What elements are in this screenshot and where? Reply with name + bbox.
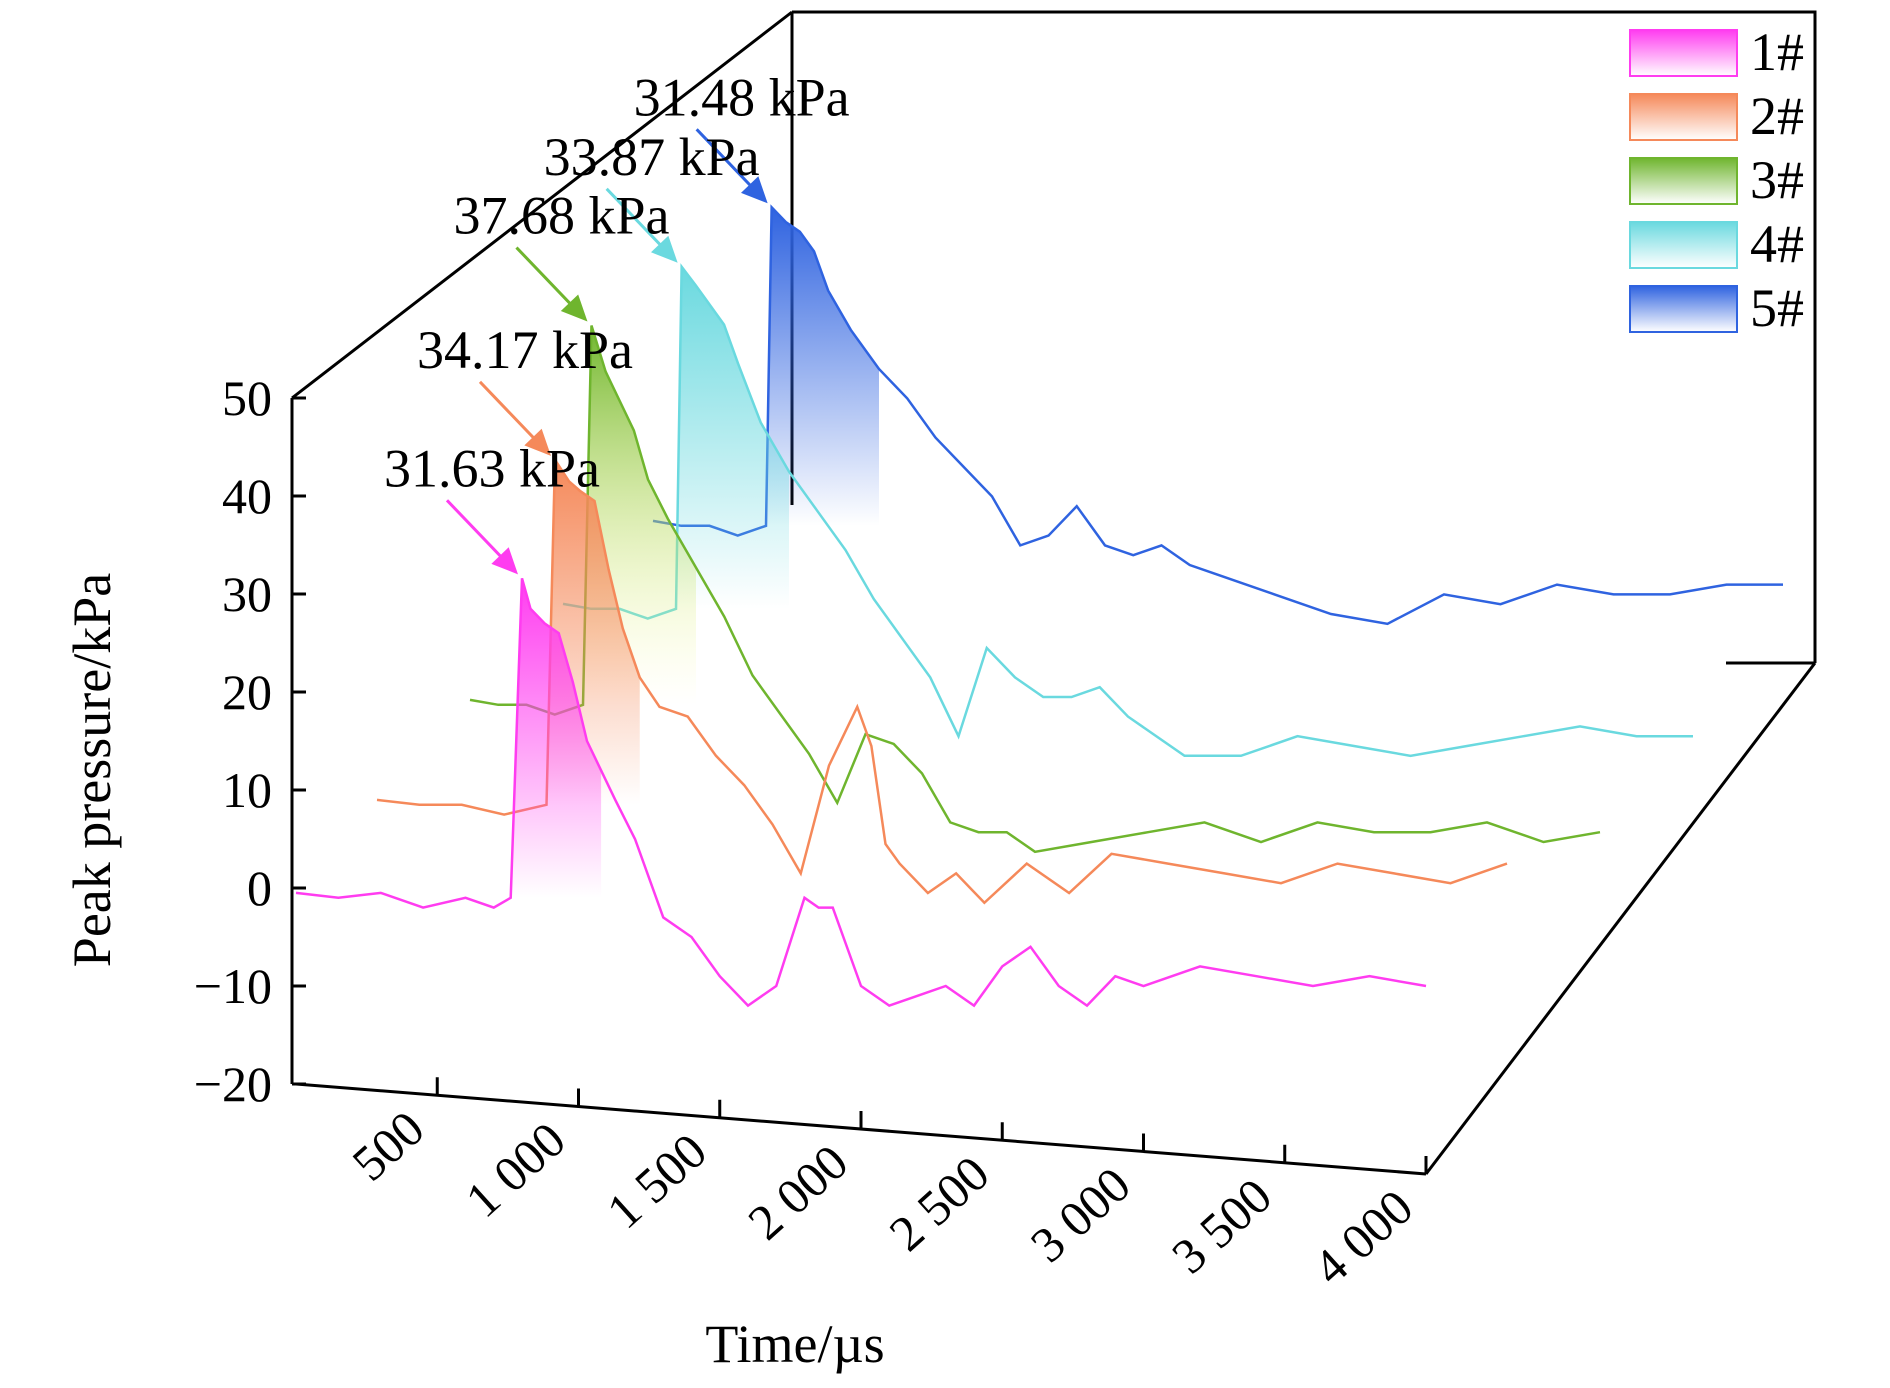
peak-annotation-label: 31.48 kPa (634, 67, 850, 127)
series-layer (295, 204, 1783, 1008)
y-tick-label: −20 (194, 1056, 272, 1112)
annotation-arrowhead (524, 428, 551, 456)
peak-annotation-label: 34.17 kPa (417, 320, 633, 380)
x-tick-label: 1 000 (455, 1111, 576, 1228)
series-line (376, 455, 1508, 905)
y-axis-title: Peak pressure/kPa (62, 573, 122, 967)
box-floor-right-edge (1424, 662, 1817, 1175)
x-tick-label: 3 500 (1161, 1167, 1282, 1284)
y-tick-label: 20 (222, 664, 272, 720)
annotation-arrowhead (741, 176, 768, 204)
x-tick-label: 500 (341, 1100, 434, 1192)
legend-label: 3# (1750, 150, 1804, 210)
series-peak-fill (766, 207, 879, 526)
annotation-arrowhead (491, 547, 518, 575)
series-peak-fill (510, 578, 602, 898)
x-tick-label: 3 000 (1020, 1156, 1141, 1273)
y-tick-label: −10 (194, 958, 272, 1014)
series-line (295, 577, 1427, 1008)
x-tick-label: 1 500 (596, 1122, 717, 1239)
x-axis: 500 1 000 1 500 2 000 2 500 3 000 3 500 4 000 (295, 1077, 1428, 1296)
y-tick-label: 40 (222, 468, 272, 524)
annotation-arrowhead (651, 235, 678, 263)
box-back-left-edge (291, 10, 793, 400)
x-tick-label: 2 500 (879, 1145, 1000, 1262)
box-back-top-edge (792, 10, 1817, 663)
x-tick-label: 2 000 (737, 1134, 858, 1251)
legend-swatch (1629, 285, 1738, 333)
y-axis: −20 −10 0 10 20 30 40 50 (194, 370, 306, 1112)
series-line (652, 204, 1783, 626)
legend-label: 5# (1750, 278, 1804, 338)
legend-swatch (1629, 29, 1738, 77)
legend-label: 2# (1750, 86, 1804, 146)
x-tick-label: 4 000 (1302, 1179, 1423, 1296)
y-ticks: −20 −10 0 10 20 30 40 50 (194, 370, 306, 1112)
series-peak-fill (676, 266, 789, 609)
plot-box (291, 10, 1817, 1175)
legend-swatch (1629, 157, 1738, 205)
y-tick-label: 30 (222, 566, 272, 622)
y-tick-label: 50 (222, 370, 272, 426)
annotation-arrowhead (560, 294, 588, 322)
legend-label: 1# (1750, 22, 1804, 82)
y-tick-label: 10 (222, 762, 272, 818)
series-line (469, 325, 1601, 854)
peak-annotation-label: 37.68 kPa (453, 186, 669, 246)
peak-annotation-label: 31.63 kPa (384, 438, 600, 498)
series-line (562, 263, 1693, 758)
legend-swatch (1629, 93, 1738, 141)
peak-annotation-label: 33.87 kPa (544, 127, 760, 187)
x-ticks: 500 1 000 1 500 2 000 2 500 3 000 3 500 4 000 (341, 1077, 1428, 1296)
legend-swatch (1629, 221, 1738, 269)
x-axis-title: Time/µs (705, 1314, 884, 1374)
legend-label: 4# (1750, 214, 1804, 274)
legend: 1#2#3#4#5# (1629, 22, 1804, 338)
y-tick-label: 0 (247, 860, 272, 916)
